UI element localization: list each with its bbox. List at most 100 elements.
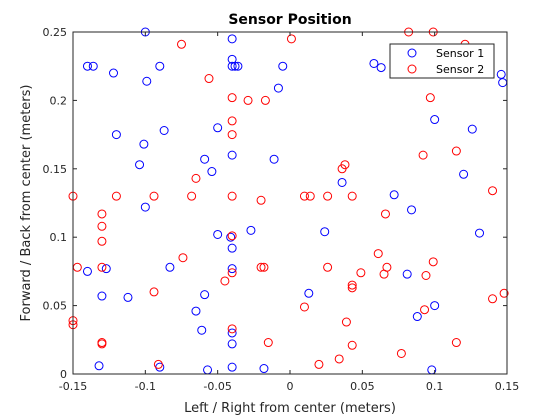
data-point-sensor-1 [430, 115, 440, 125]
data-point-sensor-2 [256, 195, 266, 205]
data-point-sensor-2 [488, 294, 498, 304]
data-point-sensor-2 [420, 305, 430, 315]
legend-marker-sensor-2 [407, 64, 417, 74]
data-point-sensor-1 [402, 269, 412, 279]
data-point-sensor-2 [227, 324, 237, 334]
data-point-sensor-1 [337, 177, 347, 187]
data-point-sensor-2 [451, 338, 461, 348]
data-point-sensor-1 [389, 190, 399, 200]
data-point-sensor-1 [165, 262, 175, 272]
data-point-sensor-1 [278, 61, 288, 71]
data-point-sensor-2 [97, 339, 107, 349]
data-point-sensor-1 [135, 160, 145, 170]
data-point-sensor-1 [155, 61, 165, 71]
data-point-sensor-1 [233, 61, 243, 71]
data-point-sensor-2 [299, 191, 309, 201]
data-point-sensor-1 [227, 243, 237, 253]
legend-label-sensor-2: Sensor 2 [436, 63, 484, 76]
y-tick-label: 0.25 [43, 26, 68, 39]
data-point-sensor-1 [227, 339, 237, 349]
legend-marker-sensor-1 [407, 48, 417, 58]
x-axis: -0.15 -0.1 -0.05 0 0.05 0.1 0.15 [59, 32, 519, 393]
data-point-sensor-2 [227, 231, 237, 241]
legend: Sensor 1 Sensor 2 [389, 43, 495, 79]
data-point-sensor-2 [499, 288, 509, 298]
x-tick-label: -0.05 [203, 380, 231, 393]
data-point-sensor-2 [286, 34, 296, 44]
data-point-sensor-1 [213, 229, 223, 239]
data-point-sensor-1 [227, 34, 237, 44]
data-point-sensor-1 [88, 61, 98, 71]
data-point-sensor-2 [418, 150, 428, 160]
data-point-sensor-1 [467, 124, 477, 134]
data-point-sensor-1 [140, 202, 150, 212]
data-point-sensor-1 [94, 361, 104, 371]
data-point-sensor-2 [177, 39, 186, 49]
y-tick-label: 0.2 [50, 94, 68, 107]
data-point-sensor-1 [320, 227, 330, 237]
data-point-sensor-1 [259, 364, 269, 374]
y-axis-label: Forward / Back from center (meters) [19, 85, 34, 322]
data-point-sensor-2 [153, 359, 163, 369]
data-point-sensor-2 [396, 348, 406, 358]
data-point-sensor-1 [227, 328, 237, 338]
data-point-sensor-1 [97, 291, 107, 301]
data-point-sensor-2 [97, 209, 107, 219]
data-point-sensor-2 [263, 338, 273, 348]
x-tick-label: -0.1 [135, 380, 156, 393]
data-point-sensor-2 [323, 262, 333, 272]
data-point-sensor-2 [187, 191, 197, 201]
data-point-sensor-1 [197, 325, 207, 335]
points-layer [68, 27, 509, 375]
data-point-sensor-2 [227, 93, 237, 103]
data-point-sensor-2 [305, 191, 315, 201]
data-point-sensor-1 [246, 225, 256, 235]
data-point-sensor-1 [407, 205, 417, 215]
data-point-sensor-1 [227, 61, 237, 71]
x-tick-label: 0 [287, 380, 294, 393]
legend-box [389, 43, 495, 79]
data-point-sensor-2 [379, 269, 389, 279]
data-point-sensor-1 [227, 362, 237, 372]
data-point-sensor-1 [101, 264, 111, 274]
data-point-sensor-1 [82, 61, 92, 71]
data-point-sensor-1 [213, 123, 223, 133]
data-point-sensor-2 [425, 93, 435, 103]
data-point-sensor-2 [260, 95, 270, 105]
data-point-sensor-1 [200, 290, 210, 300]
data-point-sensor-2 [421, 271, 431, 281]
data-point-sensor-2 [97, 236, 107, 246]
data-point-sensor-2 [347, 280, 357, 290]
data-point-sensor-2 [227, 130, 237, 140]
data-point-sensor-1 [191, 306, 201, 316]
data-point-sensor-2 [488, 186, 498, 196]
y-tick-label: 0.15 [43, 163, 68, 176]
data-point-sensor-2 [341, 317, 351, 327]
x-tick-label: 0.1 [426, 380, 444, 393]
x-axis-label: Left / Right from center (meters) [184, 401, 396, 416]
x-tick-label: 0.15 [495, 380, 520, 393]
y-tick-label: 0 [60, 368, 67, 381]
data-point-sensor-1 [159, 125, 169, 135]
data-point-sensor-1 [227, 150, 237, 160]
data-point-sensor-2 [334, 354, 344, 364]
data-point-sensor-1 [207, 167, 217, 177]
x-tick-label: -0.15 [59, 380, 87, 393]
data-point-sensor-2 [149, 287, 159, 297]
data-point-sensor-2 [97, 262, 107, 272]
y-tick-label: 0.1 [50, 231, 68, 244]
data-point-sensor-2 [323, 191, 333, 201]
data-point-sensor-2 [373, 249, 383, 259]
data-point-sensor-2 [227, 268, 237, 278]
data-point-sensor-2 [347, 283, 357, 293]
data-point-sensor-2 [259, 262, 269, 272]
data-point-sensor-2 [314, 359, 324, 369]
data-point-sensor-1 [123, 292, 133, 302]
data-point-sensor-1 [109, 68, 119, 78]
data-point-sensor-2 [451, 146, 461, 156]
data-point-sensor-2 [220, 276, 230, 286]
data-point-sensor-1 [376, 63, 386, 73]
data-point-sensor-2 [178, 253, 188, 263]
data-point-sensor-2 [380, 209, 390, 219]
